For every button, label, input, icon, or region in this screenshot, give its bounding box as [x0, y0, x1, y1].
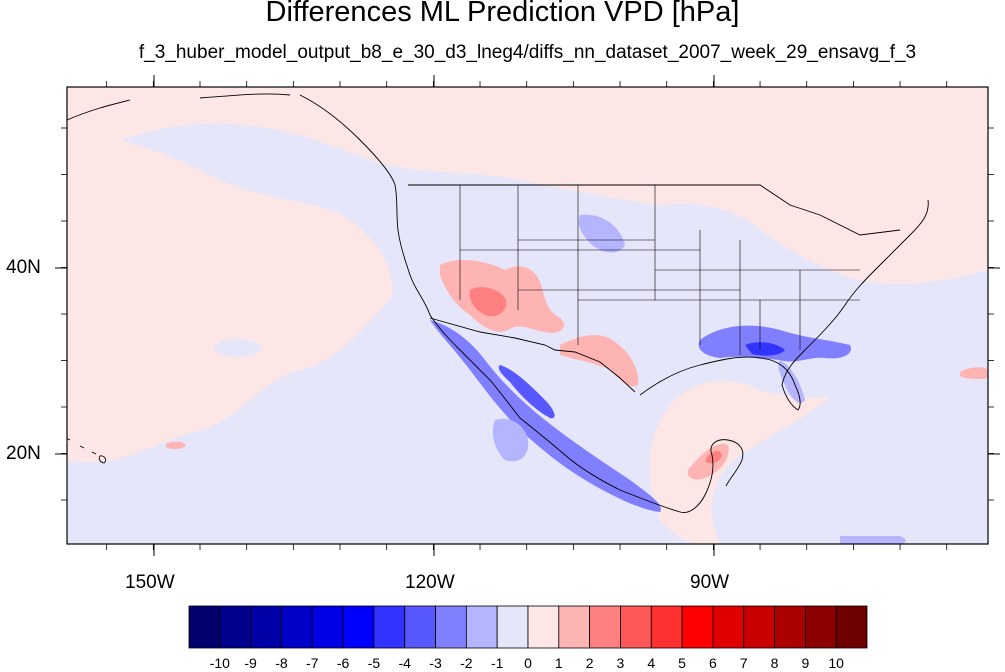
colorbar-tick-label: 2 [585, 655, 594, 671]
map-subtitle: f_3_huber_model_output_b8_e_30_d3_lneg4/… [138, 42, 917, 63]
colorbar-tick-label: -5 [367, 655, 381, 671]
colorbar-swatch [342, 605, 375, 649]
texas-positive-area [560, 334, 639, 387]
axis-ticks [55, 75, 1000, 556]
lon-label-90w: 90W [690, 572, 730, 593]
coastlines [67, 93, 929, 513]
colorbar-swatch [373, 605, 406, 649]
pacific-negative-area [67, 123, 988, 544]
colorbar-tick-label: -8 [275, 655, 288, 671]
colorbar-swatch [712, 605, 745, 649]
colorbar-tick-label: 1 [554, 655, 563, 671]
colorbar-tick-label: -6 [336, 655, 350, 671]
colorbar-swatch [743, 605, 775, 649]
northern-plains-negative-area [578, 214, 625, 253]
colorbar-swatch [681, 605, 714, 649]
colorbar-swatch [250, 605, 282, 649]
baja-negative-area [492, 418, 529, 462]
colorbar-swatch [496, 605, 529, 649]
mexico-coast-negative-area [430, 320, 661, 512]
lon-label-120w: 120W [405, 572, 455, 593]
colorbar-swatch [650, 605, 683, 649]
colorbar-swatch [219, 605, 252, 649]
colorbar-swatch [804, 605, 837, 649]
minor-ticks [61, 81, 994, 550]
southeast-negative-area [698, 325, 851, 362]
hawaii-islands [67, 437, 107, 464]
plot-frame [66, 86, 989, 545]
colorbar-swatch [281, 605, 313, 649]
state-lines [459, 185, 860, 355]
lat-label-20n: 20N [6, 443, 41, 464]
colorbar-tick-label: -1 [490, 655, 504, 671]
colorbar-tick-label: 10 [828, 655, 844, 671]
colorbar-swatch [188, 605, 221, 649]
colorbar-swatch [435, 605, 467, 649]
colorbar-swatch [465, 605, 498, 649]
colorbar-tick-label: 6 [709, 655, 717, 671]
southeast-core-negative [745, 342, 785, 356]
colorbar-swatch [311, 605, 344, 649]
map-title: Differences ML Prediction VPD [hPa] [265, 0, 740, 28]
pacific-small-positive [166, 441, 186, 450]
us-plains-negative-area [500, 216, 784, 355]
gulf-of-mexico-southern-negative [840, 536, 906, 544]
southwest-core-positive [469, 287, 507, 317]
colorbar-tick-label: -9 [244, 655, 257, 671]
us-canada-border [408, 184, 901, 236]
colorbar-tick-label: 5 [678, 655, 686, 671]
colorbar-swatch [558, 605, 591, 649]
alaska-coast [67, 93, 291, 121]
colorbar-tick-label: -7 [306, 655, 319, 671]
colorbar-swatch [774, 605, 806, 649]
mexico-coast-core [498, 365, 555, 419]
colorbar-tick-label: 4 [647, 655, 656, 671]
colorbar-tick-label: -4 [398, 655, 411, 671]
lon-label-150w: 150W [125, 572, 175, 593]
colorbar-swatch [620, 605, 652, 649]
colorbar-swatch [404, 605, 436, 649]
colorbar-tick-label: -2 [460, 655, 473, 671]
atlantic-small-positive [960, 367, 988, 380]
colorbar-tick-label: -3 [429, 655, 442, 671]
colorbar [188, 605, 868, 649]
colorbar-tick-label: 3 [616, 655, 625, 671]
yucatan-core-positive [706, 450, 722, 464]
colorbar-swatch [527, 605, 560, 649]
lat-label-40n: 40N [6, 257, 41, 278]
field-layer [67, 87, 988, 544]
colorbar-tick-label: 9 [801, 655, 810, 671]
north-america-coastline [299, 94, 929, 513]
colorbar-tick-label: -10 [209, 655, 230, 671]
hawaii-negative-patch [215, 338, 262, 357]
atlantic-negative-area [711, 290, 988, 544]
us-mexico-border [429, 317, 636, 393]
colorbar-tick-label: 7 [739, 655, 748, 671]
colorbar-swatch [835, 605, 868, 649]
colorbar-tick-label: 8 [770, 655, 779, 671]
colorbar-tick-label: 0 [524, 655, 532, 671]
colorbar-swatch [589, 605, 621, 649]
